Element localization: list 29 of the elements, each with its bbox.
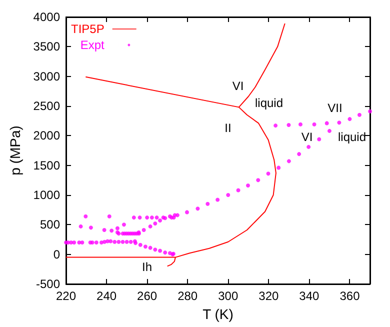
x-tick-label: 360 <box>340 289 360 303</box>
y-tick-label: 2000 <box>33 128 60 143</box>
y-tick-label: 1500 <box>33 158 60 172</box>
legend-label: Expt <box>80 38 106 52</box>
annotation: VI <box>232 79 244 93</box>
x-tick-label: 300 <box>218 289 238 303</box>
y-tick-label: 0 <box>53 247 60 262</box>
x-tick-label: 340 <box>299 289 320 303</box>
x-tick-label: 240 <box>96 289 117 303</box>
y-tick-label: 1000 <box>33 188 60 202</box>
x-tick-label: 320 <box>258 289 279 303</box>
annotation: II <box>224 121 232 135</box>
legend-label: TIP5P <box>70 22 104 36</box>
annotation: liquid <box>254 96 284 110</box>
annotation: liquid <box>338 130 366 144</box>
y-tick-label: 3500 <box>33 40 60 54</box>
y-axis-title: p (MPa) <box>7 126 23 176</box>
y-tick-label: 2500 <box>33 99 60 113</box>
y-tick-label: 3000 <box>33 69 60 84</box>
y-tick-label: 4000 <box>33 10 60 24</box>
x-tick-label: 220 <box>56 289 76 303</box>
annotation: VI <box>301 130 313 144</box>
x-axis-title: T (K) <box>202 306 234 322</box>
y-tick-label: 500 <box>40 218 60 232</box>
annotation: Ih <box>142 260 152 274</box>
y-tick-label: -500 <box>36 277 60 291</box>
x-tick-label: 280 <box>178 289 198 303</box>
x-tick-label: 260 <box>137 289 158 303</box>
annotation: VII <box>328 101 342 115</box>
